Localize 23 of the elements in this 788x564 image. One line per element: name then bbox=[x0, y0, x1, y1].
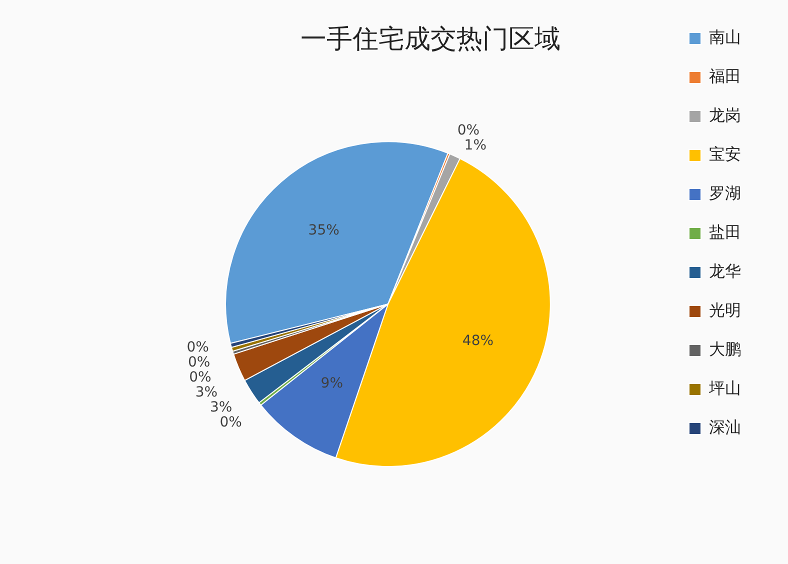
data-label: 1% bbox=[464, 137, 487, 154]
legend-label: 深汕 bbox=[709, 418, 741, 437]
legend-label: 光明 bbox=[709, 300, 741, 320]
legend-label: 罗湖 bbox=[709, 184, 741, 203]
legend-label: 坪山 bbox=[708, 378, 741, 398]
data-label: 3% bbox=[195, 384, 218, 400]
data-label: 0% bbox=[186, 339, 209, 356]
legend-label: 龙岗 bbox=[709, 106, 741, 125]
data-label: 48% bbox=[462, 333, 494, 350]
legend-label: 南山 bbox=[709, 28, 741, 47]
legend-label: 盐田 bbox=[709, 222, 741, 242]
data-label: 9% bbox=[320, 375, 344, 392]
data-label: 0% bbox=[220, 414, 242, 430]
chart-title: 一手住宅成交热门区域 bbox=[300, 24, 560, 54]
legend-label: 宝安 bbox=[709, 144, 741, 164]
legend-label: 福田 bbox=[709, 66, 741, 86]
data-label: 0% bbox=[188, 354, 210, 370]
data-label: 35% bbox=[308, 222, 340, 238]
data-label: 3% bbox=[210, 399, 232, 416]
legend-label: 大鹏 bbox=[709, 340, 741, 359]
data-label: 0% bbox=[457, 122, 480, 138]
legend-label: 龙华 bbox=[709, 262, 741, 281]
data-label: 0% bbox=[189, 369, 212, 386]
